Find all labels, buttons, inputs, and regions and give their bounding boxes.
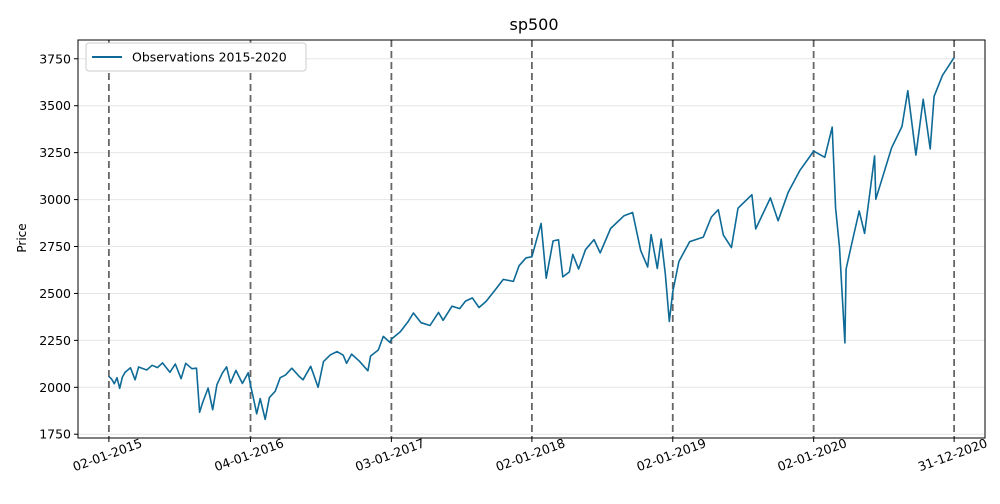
y-tick-label: 3500 <box>39 98 71 113</box>
y-tick-label: 2000 <box>39 380 71 395</box>
y-tick-label: 3000 <box>39 192 71 207</box>
legend-label: Observations 2015-2020 <box>132 50 287 65</box>
chart-title: sp500 <box>509 15 558 34</box>
x-tick-label: 04-01-2016 <box>212 435 285 474</box>
x-tick-label: 02-01-2015 <box>71 435 144 474</box>
y-tick-label: 2500 <box>39 286 71 301</box>
y-ticks: 1750 2000 2250 2500 2750 3000 3250 3500 3750 <box>39 51 78 442</box>
series-lines <box>108 57 955 421</box>
y-tick-label: 3250 <box>39 145 71 160</box>
x-tick-label: 02-01-2020 <box>775 435 848 474</box>
y-tick-label: 1750 <box>39 427 71 442</box>
y-axis-label: Price <box>15 223 29 252</box>
y-tick-label: 3750 <box>39 51 71 66</box>
vertical-reference-lines <box>107 40 956 438</box>
x-tick-label: 31-12-2020 <box>916 435 989 474</box>
legend-box <box>85 42 307 72</box>
y-tick-label: 2750 <box>39 239 71 254</box>
series-line <box>108 57 955 421</box>
x-ticks: 02-01-2015 04-01-2016 03-01-2017 02-01-2018… <box>71 435 990 474</box>
x-tick-label: 02-01-2018 <box>494 435 567 474</box>
y-tick-label: 2250 <box>39 333 71 348</box>
x-tick-label: 03-01-2017 <box>353 435 426 474</box>
x-tick-label: 02-01-2019 <box>635 435 708 474</box>
legend: Observations 2015-2020 <box>85 42 307 72</box>
y-grid <box>78 58 985 435</box>
